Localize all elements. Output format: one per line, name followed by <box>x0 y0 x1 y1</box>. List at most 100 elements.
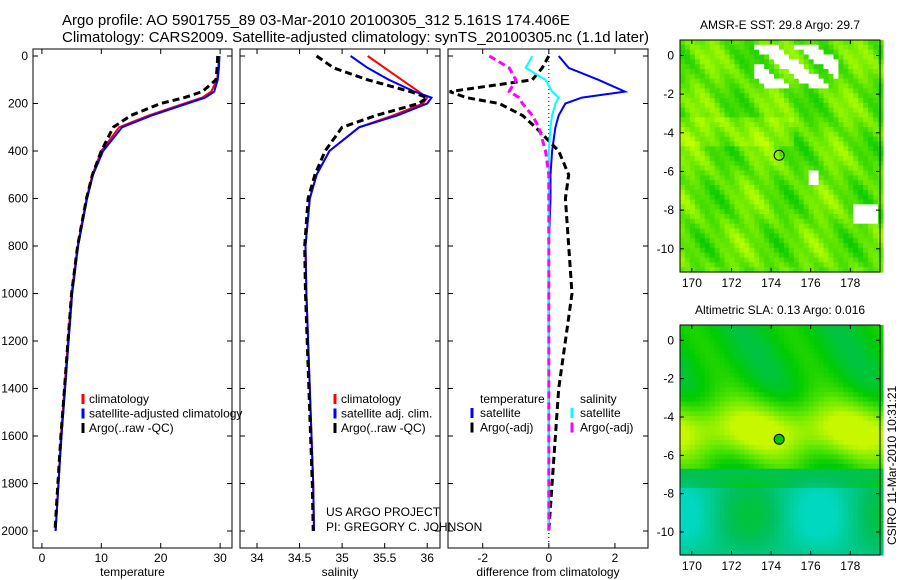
map-cell <box>699 353 706 360</box>
map-cell <box>808 502 815 508</box>
map-cell <box>699 233 706 239</box>
map-cell <box>868 535 874 542</box>
map-cell <box>754 387 760 393</box>
map-cell <box>823 420 830 427</box>
map-cell <box>709 468 716 475</box>
map-cell <box>853 468 859 475</box>
map-cell <box>783 131 790 138</box>
map-cell <box>739 440 745 446</box>
map-cell <box>714 127 721 133</box>
map-cell <box>803 98 810 104</box>
map-frame <box>679 324 881 556</box>
map-cell <box>774 387 780 393</box>
map-cell <box>699 40 706 46</box>
map-cell <box>699 194 706 201</box>
map-cell <box>704 199 711 205</box>
map-cell <box>724 531 731 537</box>
map-cell <box>749 502 755 508</box>
map-cell <box>769 49 775 56</box>
map-cell <box>848 416 854 422</box>
map-cell <box>689 377 696 384</box>
map-cell <box>724 440 731 446</box>
map-cell <box>853 141 859 147</box>
map-cell <box>729 401 736 408</box>
map-cell <box>803 497 810 503</box>
map-cell <box>838 170 844 176</box>
map-cell <box>873 540 879 547</box>
map-cell <box>719 102 726 109</box>
map-cell <box>818 454 825 460</box>
map-cell <box>744 73 750 80</box>
map-cell <box>848 473 854 479</box>
map-cell <box>704 392 711 398</box>
map-cell <box>783 468 790 475</box>
map-cell <box>873 440 879 446</box>
map-cell <box>709 156 716 162</box>
map-cell <box>838 348 844 355</box>
map-cell <box>868 372 874 379</box>
map-cell <box>739 180 745 186</box>
map-cell <box>783 44 790 51</box>
map-cell <box>793 165 800 172</box>
map-cell <box>764 435 770 441</box>
map-cell <box>863 102 869 109</box>
map-cell <box>744 257 750 263</box>
map-cell <box>744 473 750 479</box>
map-cell <box>813 204 820 210</box>
map-cell <box>754 175 760 181</box>
map-cell <box>843 353 849 360</box>
map-cell <box>793 502 800 508</box>
map-cell <box>694 180 701 186</box>
map-cell <box>873 131 879 138</box>
map-cell <box>704 449 711 455</box>
map-cell <box>803 387 810 393</box>
map-cell <box>724 483 731 489</box>
legend-label: satellite <box>480 406 521 420</box>
map-cell <box>838 502 844 508</box>
map-cell <box>873 93 879 99</box>
map-cell <box>843 73 849 80</box>
map-cell <box>798 228 805 234</box>
map-cell <box>833 180 840 186</box>
map-cell <box>744 131 750 138</box>
map-cell <box>803 165 810 172</box>
map-cell <box>719 189 726 196</box>
map-cell <box>828 473 835 479</box>
map-cell <box>739 69 745 75</box>
map-cell <box>833 160 840 167</box>
map-cell <box>764 416 770 422</box>
map-cell <box>803 117 810 123</box>
map-cell <box>798 64 805 70</box>
map-cell <box>729 262 736 268</box>
map-cell <box>788 247 795 254</box>
map-cell <box>878 40 884 46</box>
map-cell <box>863 127 869 133</box>
map-cell <box>759 252 765 259</box>
map-cell <box>779 468 785 475</box>
map-cell <box>709 209 716 215</box>
map-cell <box>719 382 726 388</box>
map-cell <box>848 463 854 470</box>
map-cell <box>818 348 825 355</box>
map-cell <box>689 325 696 331</box>
map-cell <box>699 468 706 475</box>
map-cell <box>863 228 869 234</box>
map-cell <box>699 516 706 523</box>
map-cell <box>729 156 736 162</box>
map-cell <box>858 247 864 254</box>
legend-label: satellite adj. clim. <box>341 407 432 421</box>
map-cell <box>714 40 721 46</box>
map-cell <box>714 325 721 331</box>
map-cell <box>853 487 859 494</box>
map-cell <box>729 344 736 350</box>
map-cell <box>769 411 775 417</box>
map-cell <box>878 107 884 114</box>
map-cell <box>863 339 869 345</box>
map-cell <box>699 204 706 210</box>
map-cell <box>808 358 815 364</box>
map-cell <box>828 59 835 65</box>
map-cell <box>739 468 745 475</box>
map-cell <box>680 175 686 181</box>
map-cell <box>749 550 755 556</box>
map-cell <box>719 175 726 181</box>
